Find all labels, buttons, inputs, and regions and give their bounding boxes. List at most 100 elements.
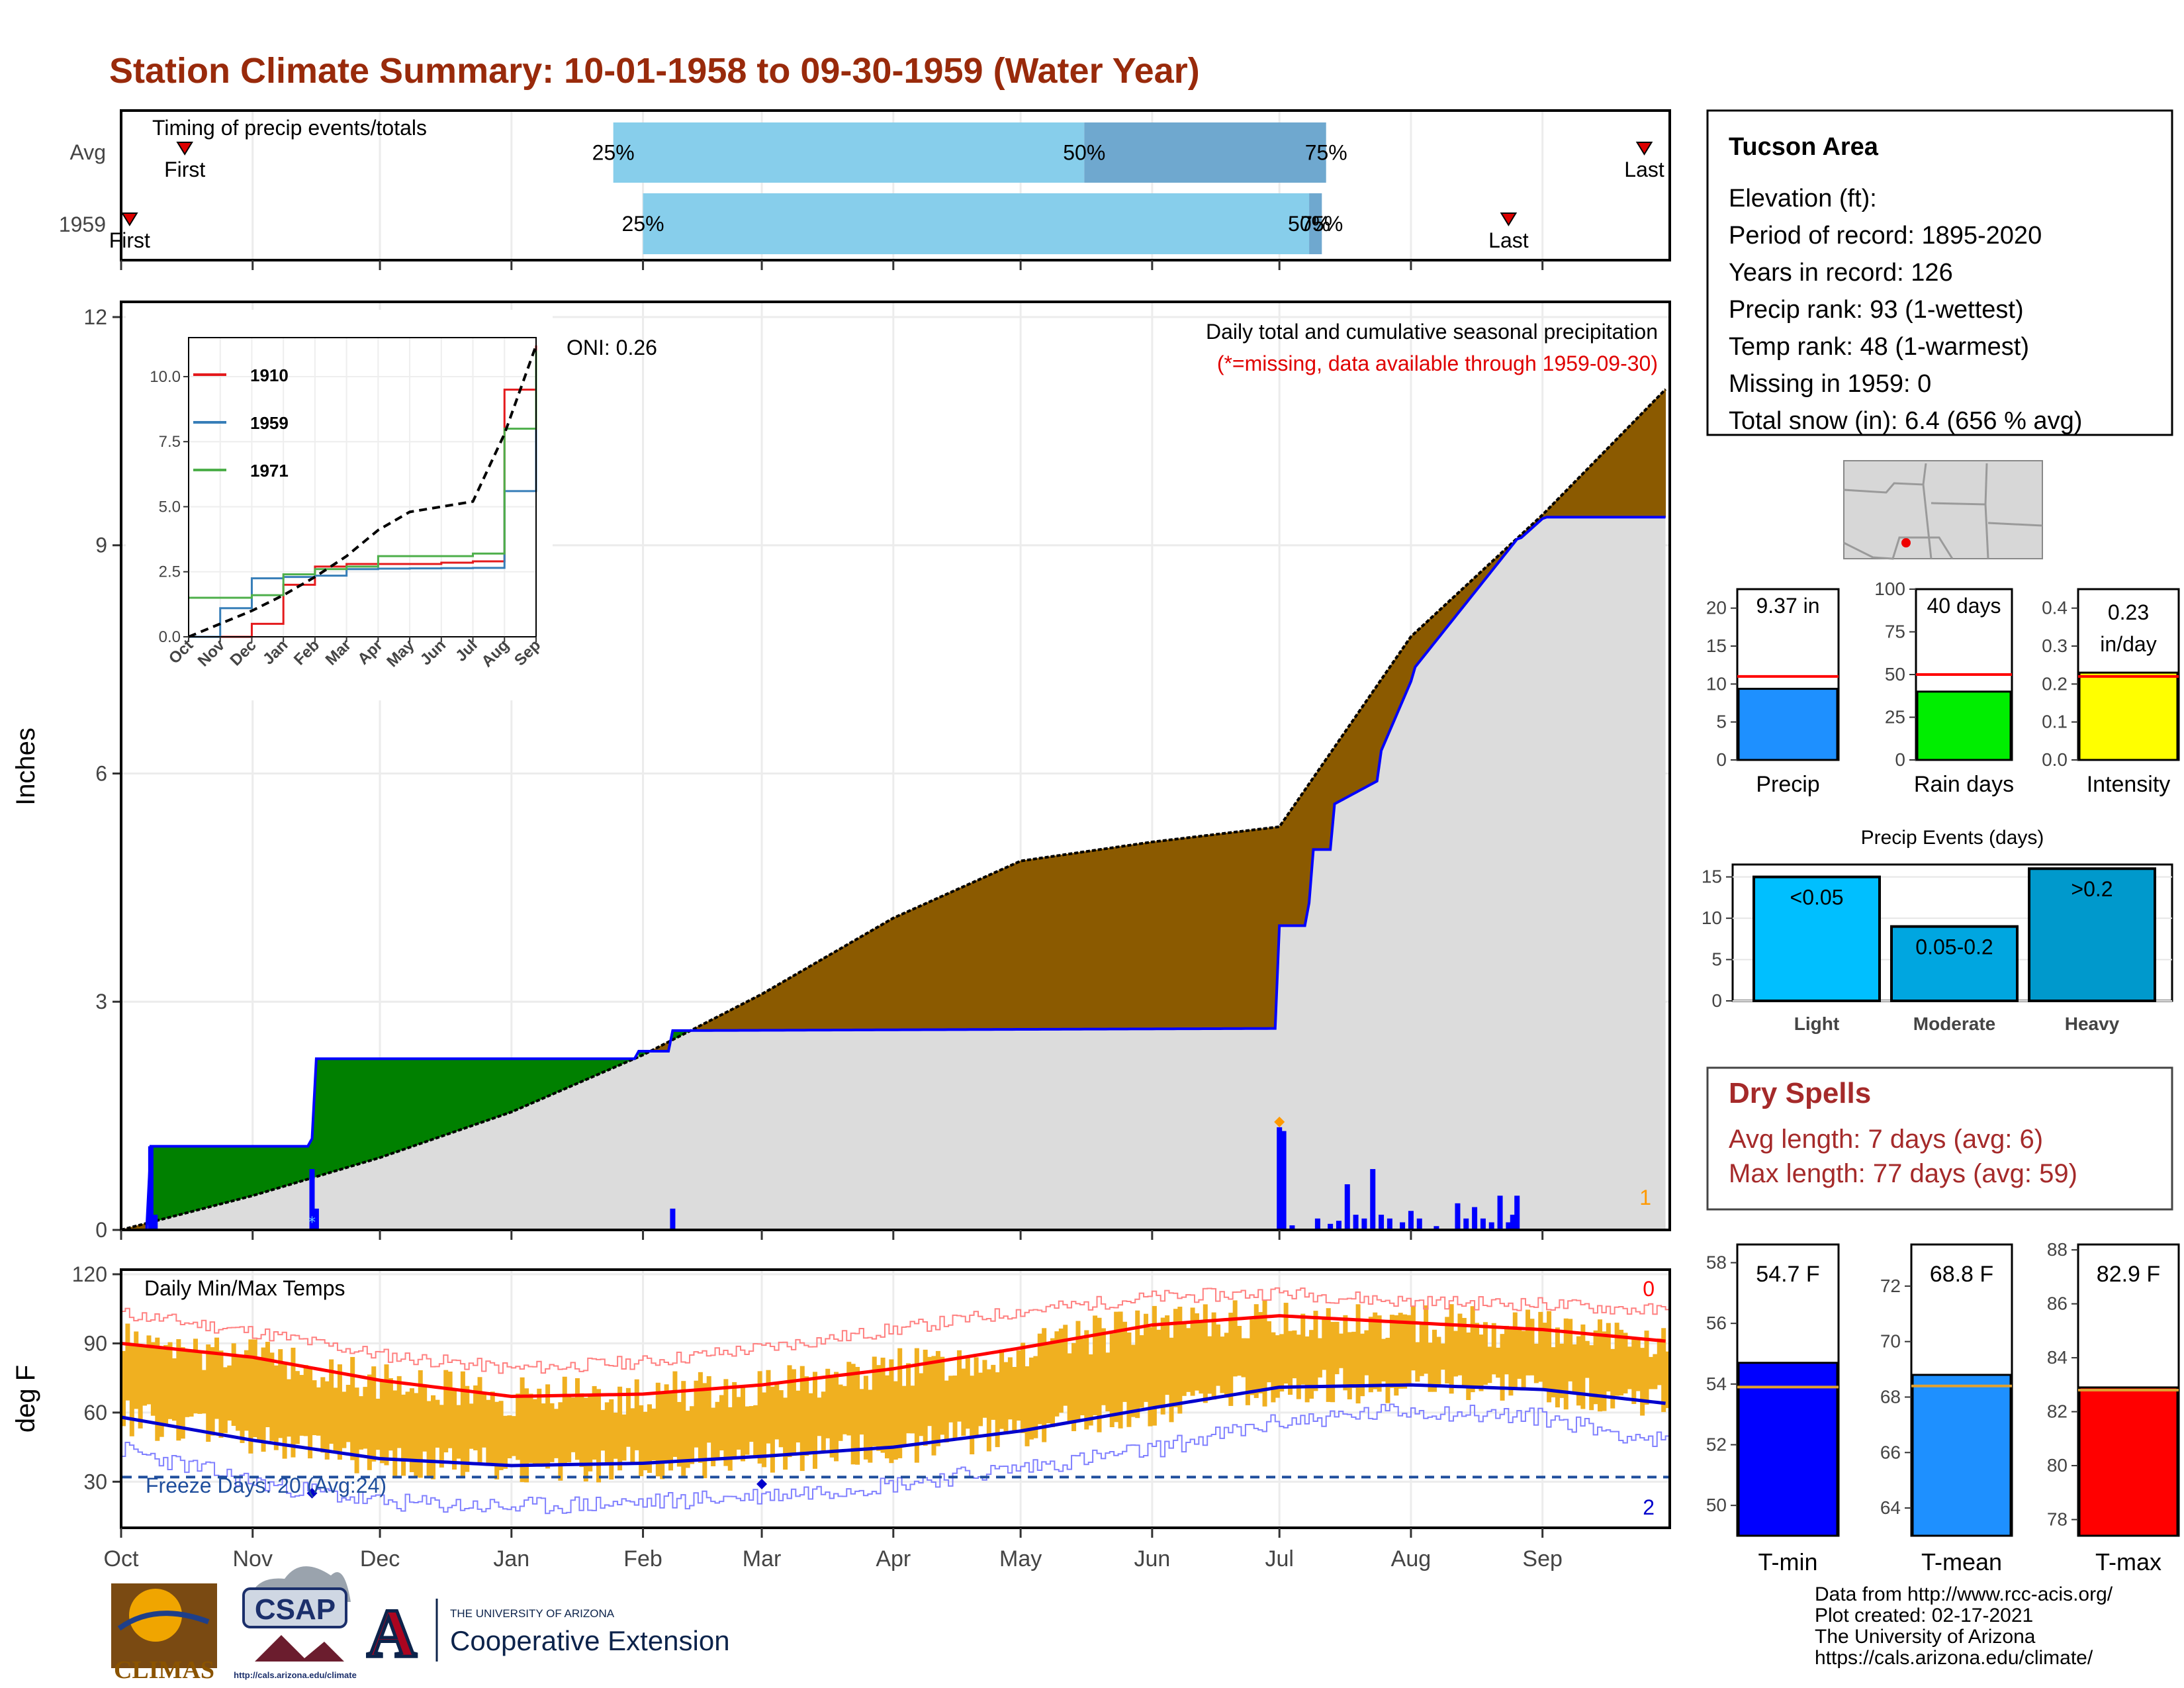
freeze-days-label: Freeze Days: 20 (Avg:24) — [146, 1474, 387, 1497]
temp-bar-day-265 — [1245, 1338, 1250, 1405]
temp-bar-day-199 — [965, 1358, 970, 1429]
daily-precip-bar-6 — [1281, 1131, 1287, 1230]
temp-bar-day-170 — [842, 1385, 847, 1434]
min-temp-marker-0 — [306, 1487, 318, 1499]
temp-bar-day-302 — [1402, 1314, 1408, 1389]
temp-bar-day-70 — [418, 1370, 423, 1478]
mini-ytick-label-1-4: 100 — [1874, 579, 1905, 599]
temp-bar-day-299 — [1389, 1315, 1394, 1388]
temp-bar-day-207 — [999, 1349, 1005, 1429]
temp-bar-day-119 — [625, 1387, 631, 1447]
temp-bar-day-61 — [380, 1380, 385, 1464]
temp-bar-day-112 — [596, 1389, 602, 1483]
temp-bar-day-269 — [1262, 1299, 1267, 1407]
mini-ytick-label-2-3: 0.3 — [2042, 635, 2068, 656]
temp-bar-day-7 — [150, 1342, 156, 1416]
temp-bar-day-327 — [1508, 1327, 1514, 1396]
temp-bar-day-106 — [570, 1397, 576, 1452]
temp-bar-day-156 — [783, 1397, 788, 1470]
month-label-Sep: Sep — [1522, 1546, 1563, 1571]
temp-bar-day-284 — [1326, 1308, 1331, 1402]
last-marker-row1 — [1500, 212, 1518, 226]
csap-logo-text: CSAP — [255, 1593, 336, 1626]
temp-bar-day-97 — [532, 1399, 537, 1465]
credit-line-url: https://cals.arizona.edu/climate/ — [1815, 1647, 2093, 1669]
map-border-line — [1843, 536, 1954, 560]
temp-bar-day-18 — [197, 1350, 203, 1414]
temp-bar-day-158 — [791, 1369, 796, 1456]
temp-bar-day-167 — [829, 1378, 835, 1458]
temp-bar-day-81 — [465, 1385, 470, 1472]
temp-bar-day-51 — [337, 1364, 342, 1460]
temp-bar-day-182 — [893, 1381, 898, 1460]
month-label-Jan: Jan — [493, 1546, 529, 1571]
daily-precip-bar-7 — [1289, 1225, 1295, 1230]
temp-bar-day-223 — [1067, 1353, 1072, 1425]
temp-bar-day-254 — [1199, 1320, 1204, 1394]
events-title: Precip Events (days) — [1861, 827, 2044, 849]
temp-bar-day-110 — [588, 1393, 593, 1472]
legend-label-1959: 1959 — [250, 413, 289, 433]
temp-bar-day-28 — [240, 1356, 245, 1443]
map-station-marker — [1901, 538, 1911, 547]
temp-bar-day-17 — [193, 1338, 198, 1414]
mini-ytick-label-0-4: 20 — [1706, 598, 1727, 618]
temp-summary-ytick-label-2-3: 84 — [2047, 1347, 2068, 1368]
temp-bar-day-59 — [371, 1366, 377, 1462]
events-ytick-label-2: 10 — [1702, 908, 1722, 928]
temp-bar-day-205 — [991, 1364, 996, 1420]
precip-daily-bars: * — [148, 1116, 1520, 1231]
temp-bar-day-56 — [359, 1396, 364, 1450]
temp-bar-day-257 — [1211, 1312, 1216, 1400]
temp-bar-day-136 — [698, 1372, 703, 1463]
dry-spells-frame — [1706, 1066, 2173, 1211]
temp-bar-day-154 — [774, 1383, 780, 1440]
daily-precip-bar-17 — [1400, 1222, 1406, 1230]
temp-ytick-label-2: 90 — [83, 1331, 107, 1355]
temp-bar-day-174 — [859, 1389, 864, 1435]
temp-y-axis-label: deg F — [11, 1365, 40, 1432]
temp-bar-day-344 — [1580, 1324, 1586, 1409]
temp-bar-day-206 — [995, 1372, 1000, 1448]
daily-precip-bar-8 — [1314, 1218, 1320, 1230]
temp-bar-day-94 — [520, 1377, 525, 1482]
temp-bar-day-150 — [757, 1371, 762, 1464]
temp-summary-bar-1 — [1911, 1374, 2012, 1537]
temp-bar-day-102 — [553, 1409, 559, 1458]
daily-precip-bar-13 — [1361, 1218, 1367, 1230]
inset-lines — [188, 345, 537, 638]
ua-logo-small-text: THE UNIVERSITY OF ARIZONA — [450, 1607, 615, 1620]
temp-bar-day-36 — [273, 1365, 279, 1450]
temp-bar-day-20 — [206, 1344, 211, 1442]
temp-bar-day-179 — [880, 1357, 886, 1453]
temp-bar-day-135 — [694, 1380, 699, 1448]
daily-precip-bar-22 — [1463, 1218, 1469, 1230]
mini-bar-2 — [2078, 671, 2179, 761]
temp-bar-day-238 — [1130, 1344, 1136, 1417]
temp-bar-day-108 — [579, 1393, 584, 1468]
summary-bars: 0 5 10 15 20 9.37 in Precip 0 25 50 75 100 40 days Ra… — [1706, 579, 2180, 797]
temp-bar-day-80 — [460, 1371, 465, 1478]
temp-bar-day-252 — [1190, 1307, 1195, 1396]
temp-bar-day-26 — [231, 1343, 236, 1427]
temp-bar-day-77 — [447, 1372, 453, 1448]
temp-bar-day-295 — [1373, 1312, 1378, 1389]
temp-bar-day-193 — [940, 1356, 945, 1435]
temp-summary-ytick-label-1-2: 68 — [1880, 1386, 1901, 1407]
inset-ytick-label-3: 7.5 — [159, 433, 181, 451]
footer-credits: Data from http://www.rcc-acis.org/ Plot … — [1815, 1583, 2113, 1669]
timing-q75-label-row0: 75% — [1305, 141, 1347, 165]
daily-precip-bar-15 — [1379, 1215, 1385, 1230]
temp-summary-ytick-label-2-2: 82 — [2047, 1401, 2068, 1422]
temp-bar-day-15 — [185, 1349, 190, 1417]
temp-bar-day-255 — [1203, 1304, 1208, 1403]
temp-bar-day-246 — [1165, 1315, 1170, 1395]
temp-count-top: 0 — [1643, 1277, 1655, 1301]
daily-precip-bar-23 — [1472, 1207, 1478, 1230]
temp-bar-day-47 — [320, 1377, 326, 1453]
temp-y-axis: 30 60 90 120 — [72, 1262, 121, 1493]
precip-ytick-label-1: 3 — [95, 990, 107, 1013]
inset-ytick-label-0: 0.0 — [159, 628, 181, 646]
temp-bar-day-75 — [439, 1405, 444, 1468]
temp-bar-day-143 — [727, 1407, 733, 1471]
